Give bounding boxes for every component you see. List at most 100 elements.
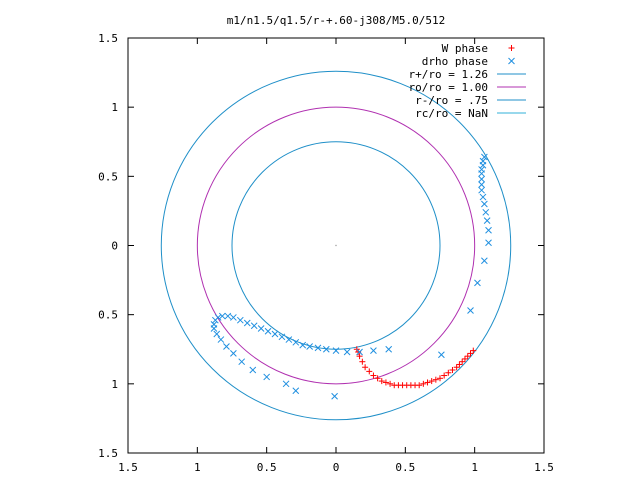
series-1-point-4 [478,170,485,177]
series-1-point-17 [438,351,445,359]
legend-label-1: drho phase [422,55,488,68]
series-1-point-18 [385,345,393,353]
series-1-point-35 [236,316,244,324]
series-1 [210,153,492,400]
series-0-point-6 [453,364,460,371]
series-1-point-10 [482,208,490,216]
y-tick-label-6: 1.5 [98,447,118,460]
series-1-point-11 [483,217,491,224]
legend-label-0: W phase [442,42,488,55]
y-tick-label-2: 0.5 [98,170,118,183]
legend-label-3: ro/ro = 1.00 [409,81,488,94]
series-1-point-50 [282,380,290,388]
series-1-point-23 [322,345,330,353]
axes: 1.5 1 0.5 0 0.5 1 1.51.510.500.511.5 [98,32,554,474]
chart-title: m1/n1.5/q1.5/r-+.60-j308/M5.0/512 [227,14,446,27]
series-0-point-0 [470,347,477,354]
series-0-point-1 [467,350,474,357]
legend-label-2: r+/ro = 1.26 [409,68,488,81]
series-1-point-40 [212,316,219,324]
series-1-point-25 [306,343,314,350]
series-1-point-36 [230,314,237,321]
series-1-point-15 [474,279,481,287]
series-1-point-7 [478,186,485,194]
x-tick-label-3: 0 [333,461,340,474]
series-0-point-23 [382,379,389,386]
series-1-point-29 [278,333,286,341]
series-1-point-44 [217,336,225,343]
series-0-point-13 [424,379,431,386]
series-1-point-27 [292,338,300,346]
series-0-point-10 [437,375,443,382]
series-0-point-21 [391,382,398,389]
series-1-point-51 [292,387,300,395]
series-0-point-12 [428,378,435,385]
series-1-point-52 [331,392,338,400]
legend-label-5: rc/ro = NaN [415,107,488,120]
radius-circle-2 [231,141,441,350]
series-0 [353,346,477,389]
series-1-point-20 [356,348,363,356]
series-1-point-8 [479,193,487,201]
series-1-point-49 [263,373,271,381]
series-1-point-38 [218,312,226,320]
x-tick-label-4: 0.5 [395,461,415,474]
series-1-point-47 [238,358,246,366]
series-1-point-42 [210,325,218,332]
series-1-point-46 [230,350,237,357]
series-1-point-12 [485,226,492,234]
series-1-point-0 [481,153,488,161]
series-1-point-14 [481,257,488,265]
x-tick-label-5: 1 [471,461,478,474]
series-1-point-26 [299,341,307,349]
series-1-point-24 [314,344,322,352]
legend-marker-1 [508,57,515,65]
y-tick-label-5: 1 [111,378,118,391]
series-0-point-4 [459,358,466,365]
series-0-point-22 [387,380,394,387]
y-tick-label-1: 1 [111,101,118,114]
series-1-point-31 [264,327,272,335]
series-0-point-7 [449,367,456,373]
series-1-point-6 [478,181,485,188]
legend-label-4: r-/ro = .75 [415,94,488,107]
y-tick-label-4: 0.5 [98,309,118,322]
series-1-point-32 [257,325,265,332]
series-0-point-30 [356,353,363,360]
radius-circle-0 [160,70,512,421]
series-1-point-43 [213,330,221,338]
series-0-point-14 [420,380,427,387]
series-0-point-24 [378,378,385,385]
radius-circle-1 [196,106,476,385]
origin-dot [335,244,337,247]
series-0-point-3 [461,355,468,362]
series-0-point-29 [359,358,366,365]
series-1-point-16 [467,307,474,314]
series-1-point-34 [243,319,251,327]
series-1-point-21 [343,348,351,356]
series-1-point-19 [370,347,377,354]
series-1-point-45 [223,343,230,350]
x-tick-label-0: 1.5 [118,461,138,474]
series-0-point-5 [456,361,463,368]
series-1-point-28 [285,336,293,343]
series-1-point-2 [479,161,487,169]
series-0-point-31 [355,349,362,356]
series-1-point-37 [224,312,232,320]
series-1-point-33 [250,322,258,330]
plot-area [160,70,512,421]
series-0-point-28 [362,364,369,371]
series-1-point-5 [478,175,485,183]
series-0-point-25 [374,375,381,382]
x-tick-label-6: 1.5 [534,461,554,474]
y-tick-label-0: 1.5 [98,32,118,45]
series-1-point-48 [249,366,257,374]
series-0-point-26 [370,372,377,379]
series-0-point-27 [366,368,373,375]
series-1-point-22 [332,347,340,354]
series-0-point-9 [441,372,448,379]
series-0-point-11 [432,376,439,383]
series-0-point-8 [445,369,452,376]
